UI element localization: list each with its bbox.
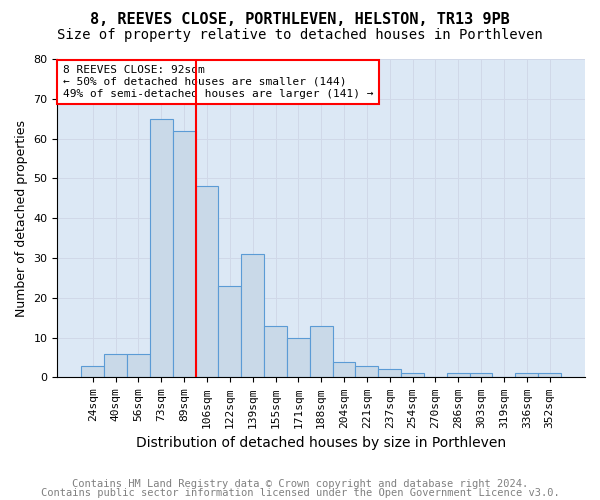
Bar	[196, 186, 218, 378]
Bar	[287, 338, 310, 378]
Bar	[104, 354, 127, 378]
Text: Contains HM Land Registry data © Crown copyright and database right 2024.: Contains HM Land Registry data © Crown c…	[72, 479, 528, 489]
Y-axis label: Number of detached properties: Number of detached properties	[15, 120, 28, 316]
Bar	[264, 326, 287, 378]
X-axis label: Distribution of detached houses by size in Porthleven: Distribution of detached houses by size …	[136, 436, 506, 450]
Text: 8 REEVES CLOSE: 92sqm
← 50% of detached houses are smaller (144)
49% of semi-det: 8 REEVES CLOSE: 92sqm ← 50% of detached …	[62, 66, 373, 98]
Bar	[218, 286, 241, 378]
Bar	[127, 354, 150, 378]
Bar	[150, 118, 173, 378]
Bar	[241, 254, 264, 378]
Text: 8, REEVES CLOSE, PORTHLEVEN, HELSTON, TR13 9PB: 8, REEVES CLOSE, PORTHLEVEN, HELSTON, TR…	[90, 12, 510, 28]
Bar	[332, 362, 355, 378]
Text: Size of property relative to detached houses in Porthleven: Size of property relative to detached ho…	[57, 28, 543, 42]
Bar	[401, 374, 424, 378]
Text: Contains public sector information licensed under the Open Government Licence v3: Contains public sector information licen…	[41, 488, 559, 498]
Bar	[447, 374, 470, 378]
Bar	[515, 374, 538, 378]
Bar	[355, 366, 379, 378]
Bar	[310, 326, 332, 378]
Bar	[470, 374, 493, 378]
Bar	[82, 366, 104, 378]
Bar	[173, 130, 196, 378]
Bar	[379, 370, 401, 378]
Bar	[538, 374, 561, 378]
